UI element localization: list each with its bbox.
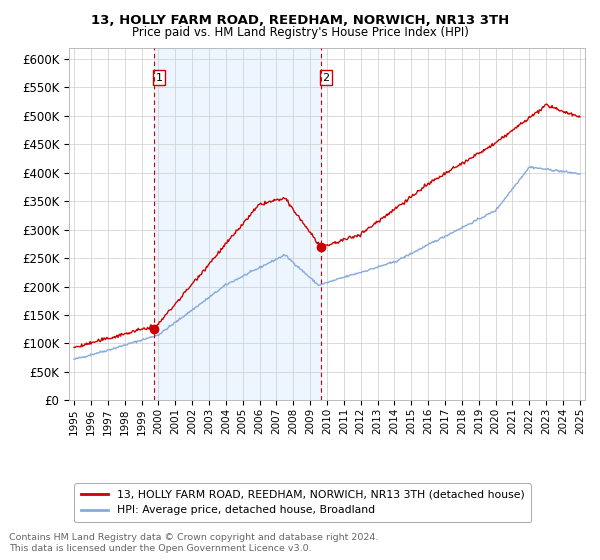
Text: Price paid vs. HM Land Registry's House Price Index (HPI): Price paid vs. HM Land Registry's House … <box>131 26 469 39</box>
Bar <box>154 48 321 400</box>
Text: Contains HM Land Registry data © Crown copyright and database right 2024.
This d: Contains HM Land Registry data © Crown c… <box>9 533 379 553</box>
Text: 1: 1 <box>156 73 163 82</box>
Text: 2: 2 <box>323 73 330 82</box>
Legend: 13, HOLLY FARM ROAD, REEDHAM, NORWICH, NR13 3TH (detached house), HPI: Average p: 13, HOLLY FARM ROAD, REEDHAM, NORWICH, N… <box>74 483 531 522</box>
Text: 13, HOLLY FARM ROAD, REEDHAM, NORWICH, NR13 3TH: 13, HOLLY FARM ROAD, REEDHAM, NORWICH, N… <box>91 14 509 27</box>
